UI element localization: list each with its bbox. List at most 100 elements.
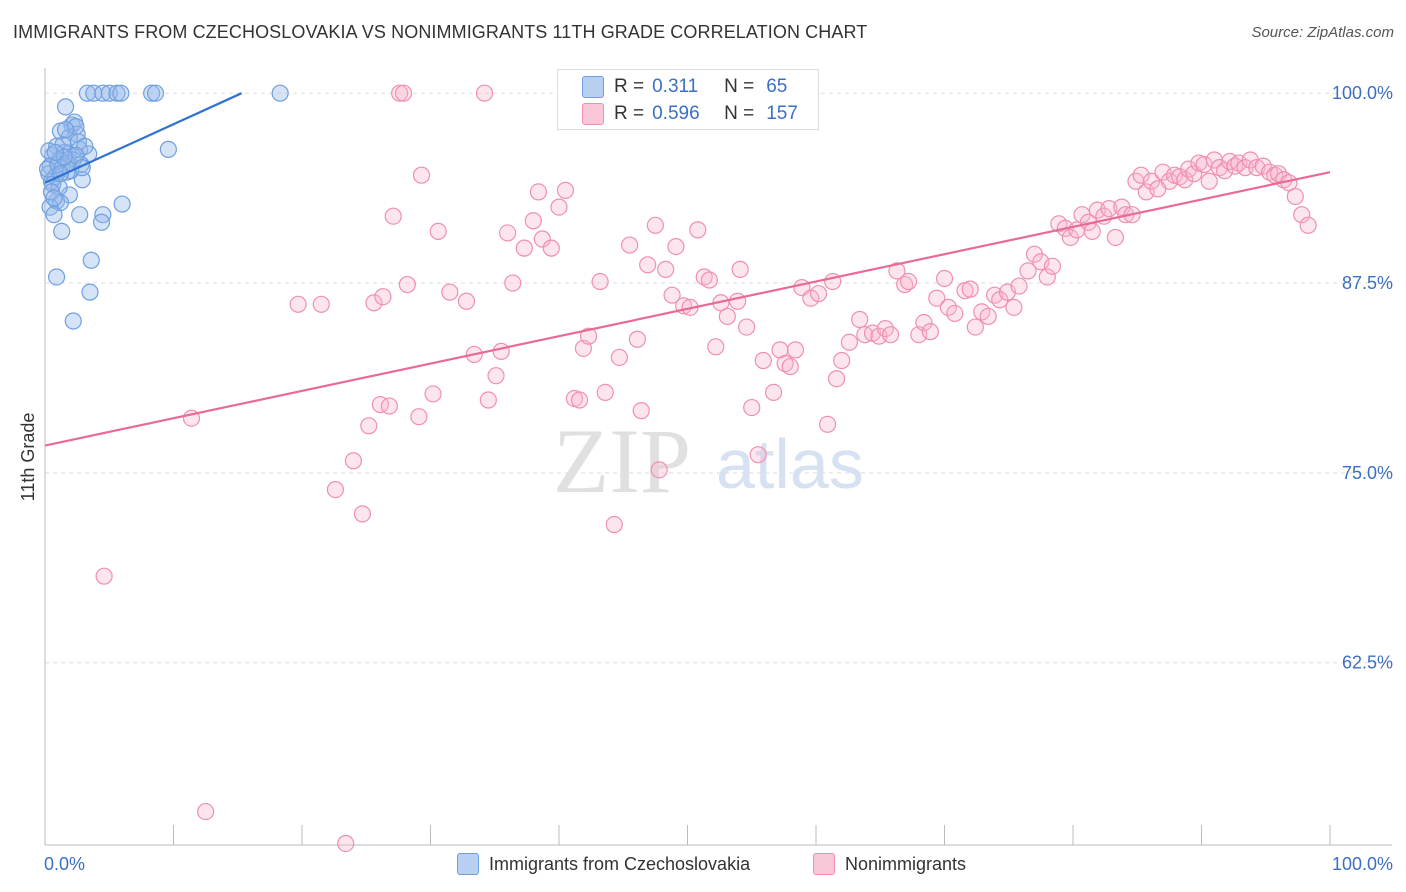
stats-row-czechoslovakia: R = 0.311 N = 65 — [582, 75, 787, 99]
data-point-nonimmigrants — [707, 338, 725, 356]
data-point-nonimmigrants — [380, 397, 398, 415]
data-point-nonimmigrants — [394, 84, 413, 102]
data-point-nonimmigrants — [326, 480, 345, 499]
data-point-czechoslovakia — [113, 195, 131, 213]
data-point-nonimmigrants — [596, 383, 614, 401]
data-point-nonimmigrants — [610, 348, 628, 367]
data-point-nonimmigrants — [818, 415, 837, 433]
data-point-nonimmigrants — [1299, 216, 1317, 234]
watermark-zip: ZIP — [553, 410, 691, 512]
data-point-nonimmigrants — [504, 274, 522, 292]
legend-item-nonimmigrants[interactable]: Nonimmigrants — [813, 852, 966, 876]
data-point-nonimmigrants — [729, 292, 747, 310]
data-point-nonimmigrants — [827, 370, 846, 388]
data-point-nonimmigrants — [621, 236, 639, 254]
data-point-nonimmigrants — [781, 357, 799, 376]
data-point-nonimmigrants — [412, 166, 431, 184]
watermark-atlas: atlas — [716, 425, 864, 503]
data-point-nonimmigrants — [492, 342, 510, 360]
data-point-nonimmigrants — [289, 295, 307, 313]
stats-swatch-blue — [582, 76, 604, 98]
data-point-nonimmigrants — [312, 295, 330, 313]
data-point-czechoslovakia — [143, 84, 161, 102]
watermark: ZIP atlas — [553, 410, 864, 512]
data-point-nonimmigrants — [786, 341, 805, 359]
data-point-nonimmigrants — [738, 318, 756, 336]
data-point-nonimmigrants — [591, 272, 609, 291]
data-point-czechoslovakia — [56, 98, 75, 116]
data-point-nonimmigrants — [915, 313, 933, 332]
data-point-czechoslovakia — [64, 312, 82, 330]
data-point-nonimmigrants — [881, 326, 900, 344]
data-point-nonimmigrants — [542, 239, 560, 257]
data-point-nonimmigrants — [921, 323, 939, 341]
data-point-nonimmigrants — [475, 84, 494, 102]
data-point-nonimmigrants — [391, 84, 409, 102]
data-point-czechoslovakia — [45, 189, 63, 207]
legend-label: Immigrants from Czechoslovakia — [489, 853, 751, 874]
axes — [44, 68, 1392, 846]
data-point-nonimmigrants — [731, 260, 749, 278]
data-point-nonimmigrants — [689, 221, 707, 239]
data-point-nonimmigrants — [1132, 166, 1150, 184]
data-point-nonimmigrants — [1083, 222, 1101, 240]
data-point-nonimmigrants — [1216, 162, 1234, 180]
data-point-nonimmigrants — [550, 198, 568, 216]
data-point-nonimmigrants — [639, 256, 657, 274]
data-point-nonimmigrants — [515, 239, 533, 257]
data-point-nonimmigrants — [979, 307, 997, 326]
data-point-czechoslovakia — [108, 84, 126, 102]
data-point-nonimmigrants — [429, 222, 447, 240]
data-point-nonimmigrants — [743, 398, 761, 417]
data-point-nonimmigrants — [524, 212, 542, 230]
data-point-nonimmigrants — [529, 183, 548, 201]
data-point-nonimmigrants — [457, 292, 476, 310]
data-point-nonimmigrants — [899, 272, 918, 291]
y-tick-label: 75.0% — [1342, 463, 1393, 483]
data-point-nonimmigrants — [384, 207, 402, 225]
stats-r-label: R = — [614, 103, 645, 124]
data-point-nonimmigrants — [946, 304, 964, 323]
y-axis-label: 11th Grade — [18, 413, 38, 502]
data-point-nonimmigrants — [667, 237, 685, 256]
data-point-nonimmigrants — [410, 408, 428, 426]
czechoslovakia-points — [38, 84, 289, 330]
y-tick-label: 62.5% — [1342, 653, 1393, 673]
data-point-nonimmigrants — [632, 402, 650, 420]
data-point-nonimmigrants — [499, 224, 517, 242]
data-point-czechoslovakia — [56, 121, 75, 139]
data-point-nonimmigrants — [1038, 268, 1056, 286]
data-point-nonimmigrants — [533, 230, 551, 248]
data-point-nonimmigrants — [695, 268, 713, 286]
data-point-nonimmigrants — [487, 367, 505, 385]
source-label: Source: ZipAtlas.com — [1251, 24, 1394, 41]
data-point-nonimmigrants — [776, 354, 794, 373]
data-point-nonimmigrants — [663, 286, 681, 304]
data-point-nonimmigrants — [986, 286, 1004, 304]
data-point-nonimmigrants — [700, 271, 718, 289]
data-point-czechoslovakia — [38, 160, 57, 178]
data-point-czechoslovakia — [94, 84, 112, 102]
data-point-nonimmigrants — [628, 330, 646, 348]
tick-labels: 100.0% 87.5% 75.0% 62.5% 0.0% 100.0% — [44, 83, 1393, 874]
data-point-nonimmigrants — [1019, 262, 1037, 280]
data-point-nonimmigrants — [833, 351, 851, 370]
data-point-nonimmigrants — [851, 310, 869, 329]
trend-lines — [44, 92, 1331, 447]
data-point-nonimmigrants — [365, 294, 383, 312]
data-point-nonimmigrants — [935, 269, 954, 288]
legend-item-czechoslovakia[interactable]: Immigrants from Czechoslovakia — [457, 852, 750, 876]
data-point-nonimmigrants — [718, 307, 736, 326]
data-point-nonimmigrants — [1286, 187, 1304, 206]
legend-swatch-blue — [457, 853, 479, 875]
data-point-nonimmigrants — [337, 834, 355, 853]
data-point-nonimmigrants — [749, 446, 767, 464]
data-point-nonimmigrants — [95, 567, 113, 585]
data-point-czechoslovakia — [159, 140, 177, 158]
stats-n-label: N = — [724, 103, 755, 124]
stats-n-label: N = — [724, 76, 755, 97]
data-point-nonimmigrants — [840, 333, 859, 351]
data-point-nonimmigrants — [398, 275, 416, 294]
data-point-czechoslovakia — [146, 84, 165, 102]
